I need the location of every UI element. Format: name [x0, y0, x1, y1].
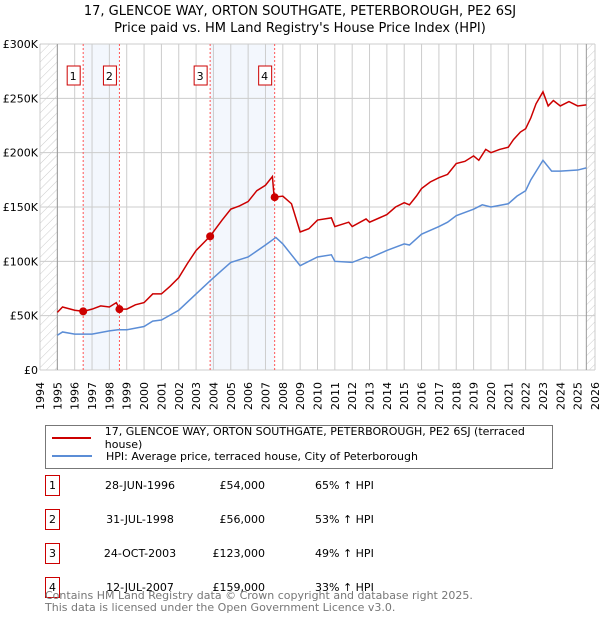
- sale-price: £56,000: [219, 513, 266, 526]
- price-chart: 1994 1995 1996 1997 1998 1999 2000 2001 2002 2003…: [3, 38, 600, 410]
- sale-date: 31-JUL-1998: [106, 513, 174, 526]
- sale-point: [206, 232, 215, 241]
- x-tick-label: 2001: [155, 382, 168, 410]
- sale-label: 2: [106, 70, 113, 83]
- legend-swatch: [52, 437, 91, 439]
- legend-label: 17, GLENCOE WAY, ORTON SOUTHGATE, PETERB…: [104, 425, 525, 451]
- x-tick-label: 2010: [312, 382, 325, 410]
- legend-item-property: 17, GLENCOE WAY, ORTON SOUTHGATE, PETERB…: [52, 425, 552, 451]
- legend-swatch: [52, 455, 92, 457]
- x-tick-label: 1997: [86, 382, 99, 410]
- hpi-line: [56, 158, 587, 336]
- sale-label-box: [102, 65, 117, 86]
- sale-label: 4: [261, 70, 268, 83]
- x-tick-label: 2007: [259, 382, 272, 410]
- sale-label: 1: [70, 70, 77, 83]
- x-tick-label: 2024: [554, 382, 567, 410]
- sale-label: 3: [197, 70, 204, 83]
- x-tick-label: 2000: [138, 382, 151, 410]
- sale-hpi-change: 49% ↑ HPI: [315, 547, 374, 560]
- sale-label-box: [258, 65, 273, 86]
- x-tick-label: 1995: [51, 382, 64, 410]
- sale-label-box: [193, 65, 208, 86]
- sale-number-badge: 2: [45, 509, 60, 530]
- x-tick-label: 2002: [173, 382, 186, 410]
- legend-label: HPI: Average price, terraced house, City…: [106, 449, 418, 463]
- sale-number-badge: 3: [45, 543, 60, 564]
- sale-number-badge: 4: [45, 577, 60, 598]
- footer-copyright: Contains HM Land Registry data © Crown c…: [45, 589, 473, 602]
- y-tick-label: £150K: [3, 201, 39, 214]
- y-tick-label: £200K: [3, 147, 39, 160]
- sale-label-box: [66, 65, 81, 86]
- footer-licence: This data is licensed under the Open Gov…: [45, 601, 396, 614]
- x-tick-label: 2016: [416, 382, 429, 410]
- sale-point: [270, 193, 279, 202]
- x-tick-label: 2019: [468, 382, 481, 410]
- legend-item-hpi: HPI: Average price, terraced house, City…: [52, 448, 418, 464]
- y-tick-label: £300K: [3, 38, 39, 51]
- sale-price: £159,000: [212, 581, 266, 594]
- sale-date: 28-JUN-1996: [104, 479, 176, 492]
- x-tick-label: 2026: [589, 382, 600, 410]
- sale-hpi-change: 65% ↑ HPI: [315, 479, 374, 492]
- x-tick-label: 2020: [485, 382, 498, 410]
- sale-number-badge: 1: [45, 475, 60, 496]
- x-tick-label: 2005: [225, 382, 238, 410]
- x-tick-label: 1998: [103, 382, 116, 410]
- sale-price: £123,000: [212, 547, 266, 560]
- x-tick-label: 2006: [242, 382, 255, 410]
- x-tick-label: 2022: [520, 382, 533, 410]
- x-tick-label: 2017: [433, 382, 446, 410]
- y-tick-label: £50K: [10, 310, 39, 323]
- sale-date: 12-JUL-2007: [106, 581, 174, 594]
- x-tick-label: 1994: [34, 382, 47, 410]
- x-tick-label: 2023: [537, 382, 550, 410]
- chart-title: 17, GLENCOE WAY, ORTON SOUTHGATE, PETERB…: [83, 4, 517, 19]
- x-tick-label: 1999: [121, 382, 134, 410]
- legend: 17, GLENCOE WAY, ORTON SOUTHGATE, PETERB…: [45, 425, 553, 469]
- sale-point: [79, 307, 88, 316]
- chart-subtitle: Price paid vs. HM Land Registry's House …: [114, 21, 486, 36]
- x-tick-label: 2013: [364, 382, 377, 410]
- x-tick-label: 2011: [329, 382, 342, 410]
- x-tick-label: 2018: [450, 382, 463, 410]
- x-tick-label: 2009: [294, 382, 307, 410]
- x-tick-label: 2012: [346, 382, 359, 410]
- x-tick-label: 2015: [398, 382, 411, 410]
- y-tick-label: £0: [24, 364, 38, 377]
- property-price-line: [56, 90, 587, 313]
- y-tick-label: £100K: [3, 255, 39, 268]
- x-tick-label: 2008: [277, 382, 290, 410]
- x-tick-label: 1996: [69, 382, 82, 410]
- x-tick-label: 2021: [502, 382, 515, 410]
- sale-hpi-change: 33% ↑ HPI: [315, 581, 374, 594]
- sale-price: £54,000: [219, 479, 266, 492]
- x-tick-label: 2004: [207, 382, 220, 410]
- sale-date: 24-OCT-2003: [103, 547, 177, 560]
- x-tick-label: 2025: [572, 382, 585, 410]
- x-tick-label: 2014: [381, 382, 394, 410]
- sale-hpi-change: 53% ↑ HPI: [315, 513, 374, 526]
- x-tick-label: 2003: [190, 382, 203, 410]
- y-tick-label: £250K: [3, 92, 39, 105]
- sale-point: [115, 305, 124, 314]
